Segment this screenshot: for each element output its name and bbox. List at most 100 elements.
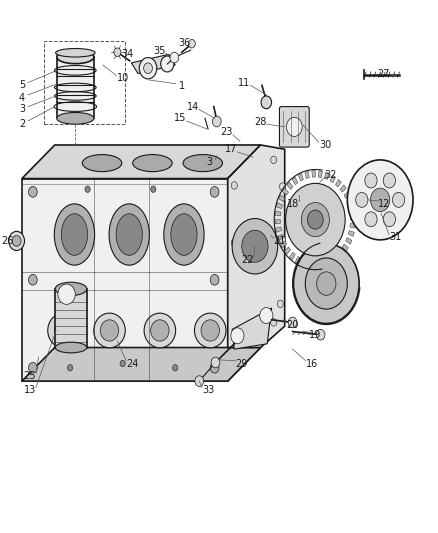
Bar [57,57,94,118]
Text: 3: 3 [206,157,212,167]
Circle shape [28,187,37,197]
Text: 1: 1 [179,82,185,91]
Polygon shape [228,145,285,348]
Polygon shape [342,244,348,251]
Circle shape [305,258,347,309]
Circle shape [271,156,277,164]
Polygon shape [276,227,282,232]
Polygon shape [312,171,315,177]
Polygon shape [22,348,261,381]
Circle shape [383,173,396,188]
Ellipse shape [194,313,226,348]
Circle shape [347,160,413,240]
Circle shape [365,212,377,227]
Text: 33: 33 [202,385,214,395]
Text: 29: 29 [236,359,248,368]
Circle shape [271,319,277,326]
Text: 23: 23 [221,127,233,137]
Circle shape [232,219,278,274]
Ellipse shape [54,320,73,341]
Polygon shape [22,179,228,381]
Polygon shape [347,199,353,205]
Circle shape [279,236,286,244]
Polygon shape [315,262,319,269]
Polygon shape [295,256,300,264]
Polygon shape [280,241,286,248]
Text: 2: 2 [19,119,25,128]
Circle shape [231,328,244,344]
Polygon shape [348,231,354,236]
Circle shape [260,308,273,324]
Polygon shape [275,211,281,216]
Text: 10: 10 [117,74,129,83]
Polygon shape [22,145,261,179]
Ellipse shape [48,313,79,348]
Circle shape [85,186,90,192]
Ellipse shape [201,320,219,341]
Text: 12: 12 [378,199,391,208]
Polygon shape [279,195,285,201]
Polygon shape [327,259,332,265]
Circle shape [286,183,345,256]
Circle shape [211,357,220,368]
Polygon shape [298,174,304,181]
Text: 22: 22 [241,255,254,265]
Circle shape [293,244,359,324]
Ellipse shape [56,49,95,57]
Polygon shape [308,262,312,269]
Bar [55,289,87,348]
Circle shape [151,186,156,192]
Circle shape [261,96,272,109]
Circle shape [277,300,283,308]
Circle shape [356,192,368,207]
Circle shape [251,333,257,341]
Circle shape [231,182,237,189]
Text: 28: 28 [254,117,267,126]
Polygon shape [330,175,336,183]
Ellipse shape [57,112,94,124]
Ellipse shape [57,50,94,64]
Text: 14: 14 [187,102,199,111]
Polygon shape [302,260,306,267]
Polygon shape [350,223,356,228]
Text: 3: 3 [19,104,25,114]
Text: 24: 24 [126,359,138,368]
Text: 11: 11 [238,78,251,87]
Polygon shape [285,247,290,254]
Circle shape [317,272,336,295]
Polygon shape [349,207,355,212]
Text: 4: 4 [19,93,25,102]
Text: 17: 17 [225,144,237,154]
Text: 31: 31 [389,232,401,242]
Text: 19: 19 [309,330,321,340]
Ellipse shape [151,320,169,341]
Circle shape [195,376,204,386]
Text: 18: 18 [286,199,299,208]
Circle shape [316,329,325,340]
Ellipse shape [183,155,223,172]
Text: 21: 21 [273,236,286,246]
Bar [43,41,124,124]
Polygon shape [276,203,283,208]
Ellipse shape [55,282,87,295]
Circle shape [279,183,286,190]
Circle shape [307,210,323,229]
Polygon shape [338,250,344,257]
Text: 15: 15 [174,114,187,123]
Ellipse shape [164,204,204,265]
Circle shape [286,117,302,136]
Polygon shape [290,252,295,260]
Polygon shape [340,185,346,192]
Circle shape [28,274,37,285]
Circle shape [114,48,121,56]
Ellipse shape [144,313,176,348]
Circle shape [210,274,219,285]
Polygon shape [228,145,261,381]
Circle shape [301,203,329,237]
Circle shape [12,236,21,246]
Circle shape [371,188,390,212]
Polygon shape [336,180,341,187]
Polygon shape [350,215,356,220]
Circle shape [67,365,73,371]
Circle shape [144,63,152,74]
